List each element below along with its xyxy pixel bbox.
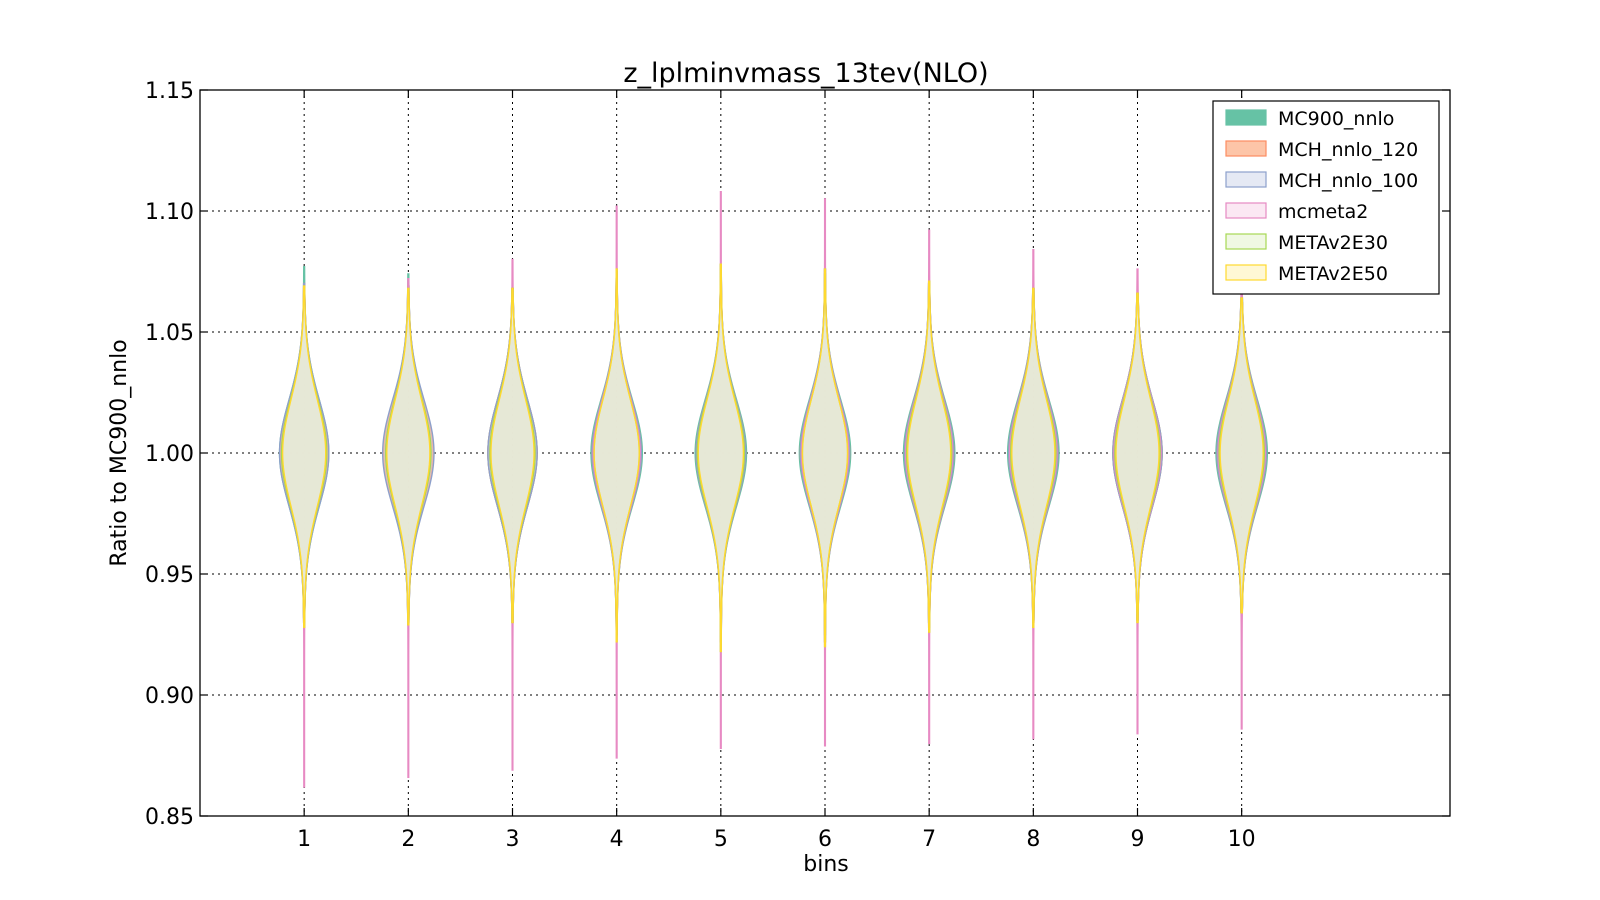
violin-METAv2E50-bin-2 (386, 287, 431, 626)
violin-METAv2E50-bin-1 (281, 285, 327, 628)
y-tick-label: 1.00 (145, 442, 194, 467)
violin-group (278, 190, 1269, 788)
y-tick-label: 1.10 (145, 200, 194, 225)
y-axis-ticks: 0.85 0.90 0.95 1.00 1.05 1.10 1.15 (145, 79, 1450, 830)
legend-items: MC900_nnlo MCH_nnlo_120 MCH_nnlo_100mcmeta… (1225, 108, 1418, 285)
y-axis-label: Ratio to MC900_nnlo (107, 339, 132, 566)
legend-label: MCH_nnlo_120 (1278, 139, 1418, 161)
legend-swatch (1225, 233, 1267, 250)
x-tick-label: 7 (922, 827, 936, 852)
violin-METAv2E50-bin-8 (1011, 287, 1056, 628)
legend-label: METAv2E30 (1278, 232, 1388, 254)
violin-METAv2E50-bin-5 (697, 263, 745, 653)
legend-swatch (1225, 171, 1267, 188)
violin-METAv2E50-bin-7 (906, 280, 952, 633)
legend-swatch (1225, 202, 1267, 219)
x-tick-label: 8 (1026, 827, 1040, 852)
x-tick-label: 4 (610, 827, 624, 852)
x-tick-label: 6 (818, 827, 832, 852)
y-tick-label: 1.15 (145, 79, 194, 104)
x-tick-label: 5 (714, 827, 728, 852)
y-tick-label: 1.05 (145, 321, 194, 346)
legend-label: mcmeta2 (1278, 201, 1368, 223)
y-tick-label: 0.90 (145, 684, 194, 709)
y-tick-label: 0.85 (145, 805, 194, 830)
legend-swatch (1225, 109, 1267, 126)
x-tick-label: 2 (401, 827, 415, 852)
violin-METAv2E50-bin-6 (801, 268, 849, 648)
violin-METAv2E50-bin-10 (1219, 297, 1264, 614)
violin-MCH_nnlo_100-bin-1 (278, 282, 330, 624)
legend-label: METAv2E50 (1278, 263, 1388, 285)
legend-swatch (1225, 264, 1267, 281)
legend-swatch (1225, 140, 1267, 157)
x-tick-label: 9 (1131, 827, 1145, 852)
y-tick-label: 0.95 (145, 563, 194, 588)
violin-METAv2E50-bin-9 (1115, 292, 1160, 624)
x-tick-label: 3 (506, 827, 520, 852)
chart-title: z_lplminvmass_13tev(NLO) (623, 58, 988, 89)
x-axis-label: bins (803, 852, 848, 877)
x-tick-label: 1 (297, 827, 311, 852)
legend-box (1212, 100, 1440, 295)
x-axis-ticks: 1 2 3 4 5 6 7 8 9 10 (297, 90, 1256, 852)
legend-label: MC900_nnlo (1278, 108, 1394, 130)
legend-label: MCH_nnlo_100 (1278, 170, 1418, 192)
x-tick-label: 10 (1228, 827, 1256, 852)
legend: MC900_nnlo MCH_nnlo_120 MCH_nnlo_100mcmeta… (1212, 100, 1440, 295)
violin-METAv2E50-bin-4 (593, 268, 640, 643)
violin-METAv2E50-bin-3 (490, 287, 535, 624)
